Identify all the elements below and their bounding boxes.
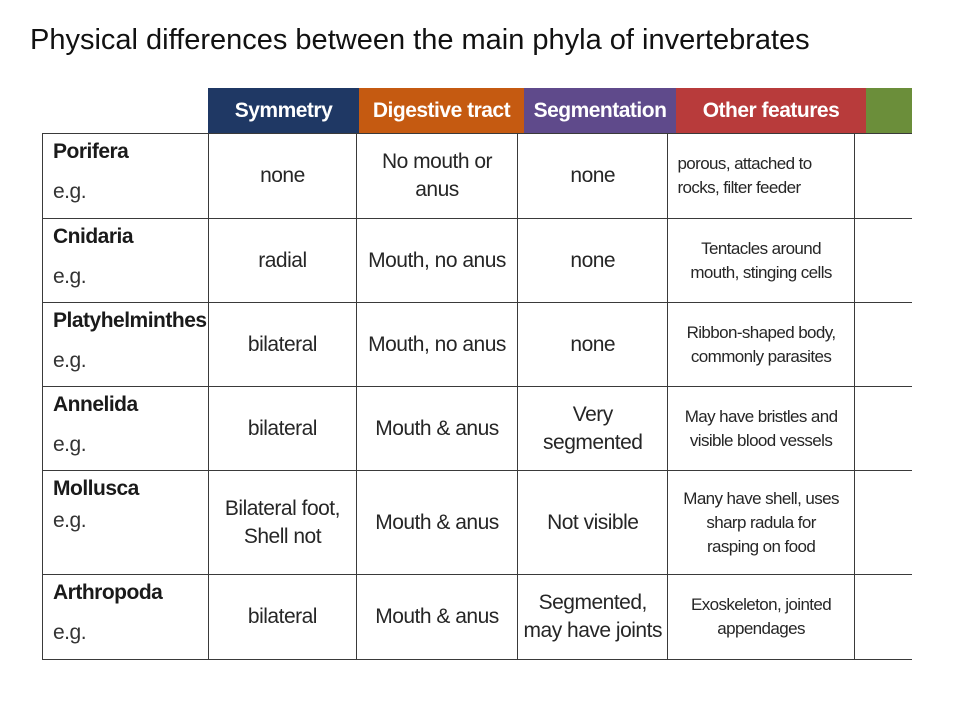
table-row-platyhelminthes: Platyhelminthes e.g. bilateral Mouth, no an… xyxy=(42,302,912,387)
digestive-cell: No mouth or anus xyxy=(355,133,519,219)
header-symmetry: Symmetry xyxy=(208,88,359,133)
segmentation-cell-line: segmented xyxy=(543,430,643,454)
features-cell: porous, attached to rocks, filter feeder xyxy=(667,133,855,219)
segmentation-cell: Not visible xyxy=(517,470,669,575)
segmentation-cell: none xyxy=(517,218,669,303)
features-cell: May have bristles and visible blood vesse… xyxy=(667,386,855,471)
digestive-cell-line: Mouth, no anus xyxy=(368,248,506,272)
segmentation-cell-line: may have joints xyxy=(523,619,663,642)
digestive-cell-line: Mouth & anus xyxy=(375,605,499,628)
phyla-grid-body: Porifera e.g. none No mouth or anus none porou… xyxy=(42,133,912,660)
features-cell-line: Ribbon-shaped body, xyxy=(686,322,837,342)
digestive-cell: Mouth & anus xyxy=(355,386,519,471)
phylum-cell: Platyhelminthes e.g. xyxy=(42,302,209,387)
digestive-cell: Mouth & anus xyxy=(355,574,519,660)
features-cell: Ribbon-shaped body, commonly parasites xyxy=(667,302,855,387)
header-other-features-label: Other features xyxy=(702,98,840,122)
segmentation-cell-line: none xyxy=(570,248,616,272)
phylum-cell: Arthropoda e.g. xyxy=(42,574,209,660)
segmentation-cell-line: none xyxy=(570,332,616,356)
phylum-example: e.g. xyxy=(53,433,87,456)
features-cell-line: porous, attached to xyxy=(677,154,812,173)
digestive-cell-line: anus xyxy=(415,178,459,201)
phyla-table: Symmetry Digestive tract Segmentation Ot… xyxy=(42,88,912,662)
digestive-cell-line: No mouth or xyxy=(381,150,493,173)
phylum-example: e.g. xyxy=(53,180,87,203)
phylum-cell: Annelida e.g. xyxy=(42,386,209,471)
phylum-cell: Mollusca e.g. xyxy=(42,470,209,575)
extra-cell xyxy=(853,574,912,660)
features-cell-line: appendages xyxy=(717,619,805,638)
header-segmentation-label: Segmentation xyxy=(533,98,667,122)
features-cell-line: rasping on food xyxy=(706,536,816,556)
table-row-annelida: Annelida e.g. bilateral Mouth & anus Very seg… xyxy=(42,386,912,471)
features-cell-line: Many have shell, uses xyxy=(683,488,839,508)
digestive-cell: Mouth & anus xyxy=(355,470,519,575)
features-cell-line: Exoskeleton, jointed xyxy=(690,595,832,614)
phylum-name: Porifera xyxy=(53,140,129,163)
phylum-cell: Porifera e.g. xyxy=(42,133,209,219)
table-row-arthropoda: Arthropoda e.g. bilateral Mouth & anus Segme… xyxy=(42,574,912,660)
header-segmentation: Segmentation xyxy=(524,88,676,133)
features-cell: Exoskeleton, jointed appendages xyxy=(667,574,855,660)
segmentation-cell: Very segmented xyxy=(517,386,669,471)
phylum-example: e.g. xyxy=(53,349,87,372)
digestive-cell-line: Mouth & anus xyxy=(375,416,499,440)
segmentation-cell: Segmented, may have joints xyxy=(517,574,669,660)
phylum-cell: Cnidaria e.g. xyxy=(42,218,209,303)
extra-cell xyxy=(853,386,912,471)
segmentation-cell-line: Not visible xyxy=(547,510,639,534)
header-digestive-tract-label: Digestive tract xyxy=(372,98,511,122)
symmetry-cell: bilateral xyxy=(207,302,357,387)
digestive-cell-line: Mouth, no anus xyxy=(368,332,506,356)
phylum-example: e.g. xyxy=(53,265,87,288)
features-cell: Many have shell, uses sharp radula for ras… xyxy=(667,470,855,575)
segmentation-cell-line: Segmented, xyxy=(538,591,648,614)
symmetry-cell: none xyxy=(207,133,357,219)
slide-title: Physical differences between the main ph… xyxy=(30,24,810,56)
symmetry-cell: radial xyxy=(207,218,357,303)
digestive-cell: Mouth, no anus xyxy=(355,302,519,387)
extra-cell xyxy=(853,133,912,219)
phylum-name: Arthropoda xyxy=(53,581,163,604)
features-cell-line: mouth, stinging cells xyxy=(690,262,832,282)
phylum-example: e.g. xyxy=(53,509,87,532)
phylum-name: Annelida xyxy=(53,393,138,416)
segmentation-cell: none xyxy=(517,302,669,387)
symmetry-cell: bilateral xyxy=(207,386,357,471)
features-cell-line: rocks, filter feeder xyxy=(677,178,801,197)
digestive-cell: Mouth, no anus xyxy=(355,218,519,303)
header-other-features: Other features xyxy=(676,88,866,133)
phyla-grid: Porifera e.g. none No mouth or anus none porou… xyxy=(42,133,912,660)
symmetry-cell: Bilateral foot, Shell not xyxy=(207,470,357,575)
symmetry-cell: bilateral xyxy=(207,574,357,660)
table-row-cnidaria: Cnidaria e.g. radial Mouth, no anus none Tent… xyxy=(42,218,912,303)
phylum-name: Platyhelminthes xyxy=(53,309,207,332)
segmentation-cell-line: Very xyxy=(572,402,614,426)
features-cell-line: sharp radula for xyxy=(706,512,816,532)
features-cell-line: visible blood vessels xyxy=(689,430,833,450)
symmetry-cell-line: Shell not xyxy=(243,524,322,548)
segmentation-cell: none xyxy=(517,133,669,219)
symmetry-cell-line: Bilateral foot, xyxy=(224,496,341,520)
phylum-example: e.g. xyxy=(53,621,87,644)
extra-cell xyxy=(853,218,912,303)
digestive-cell-line: Mouth & anus xyxy=(375,510,499,534)
table-header-row: Symmetry Digestive tract Segmentation Ot… xyxy=(208,88,912,133)
extra-cell xyxy=(853,470,912,575)
phylum-name: Cnidaria xyxy=(53,225,134,248)
header-extra-column xyxy=(866,88,912,133)
features-cell-line: Tentacles around xyxy=(701,238,822,258)
features-cell: Tentacles around mouth, stinging cells xyxy=(667,218,855,303)
table-row-porifera: Porifera e.g. none No mouth or anus none porou… xyxy=(42,133,912,219)
table-row-mollusca: Mollusca e.g. Bilateral foot, Shell not Mout… xyxy=(42,470,912,575)
features-cell-line: commonly parasites xyxy=(690,346,832,366)
extra-cell xyxy=(853,302,912,387)
header-digestive-tract: Digestive tract xyxy=(359,88,524,133)
header-symmetry-label: Symmetry xyxy=(234,98,333,122)
segmentation-cell-line: none xyxy=(570,164,616,187)
phylum-name: Mollusca xyxy=(53,477,139,500)
features-cell-line: May have bristles and xyxy=(684,406,838,426)
